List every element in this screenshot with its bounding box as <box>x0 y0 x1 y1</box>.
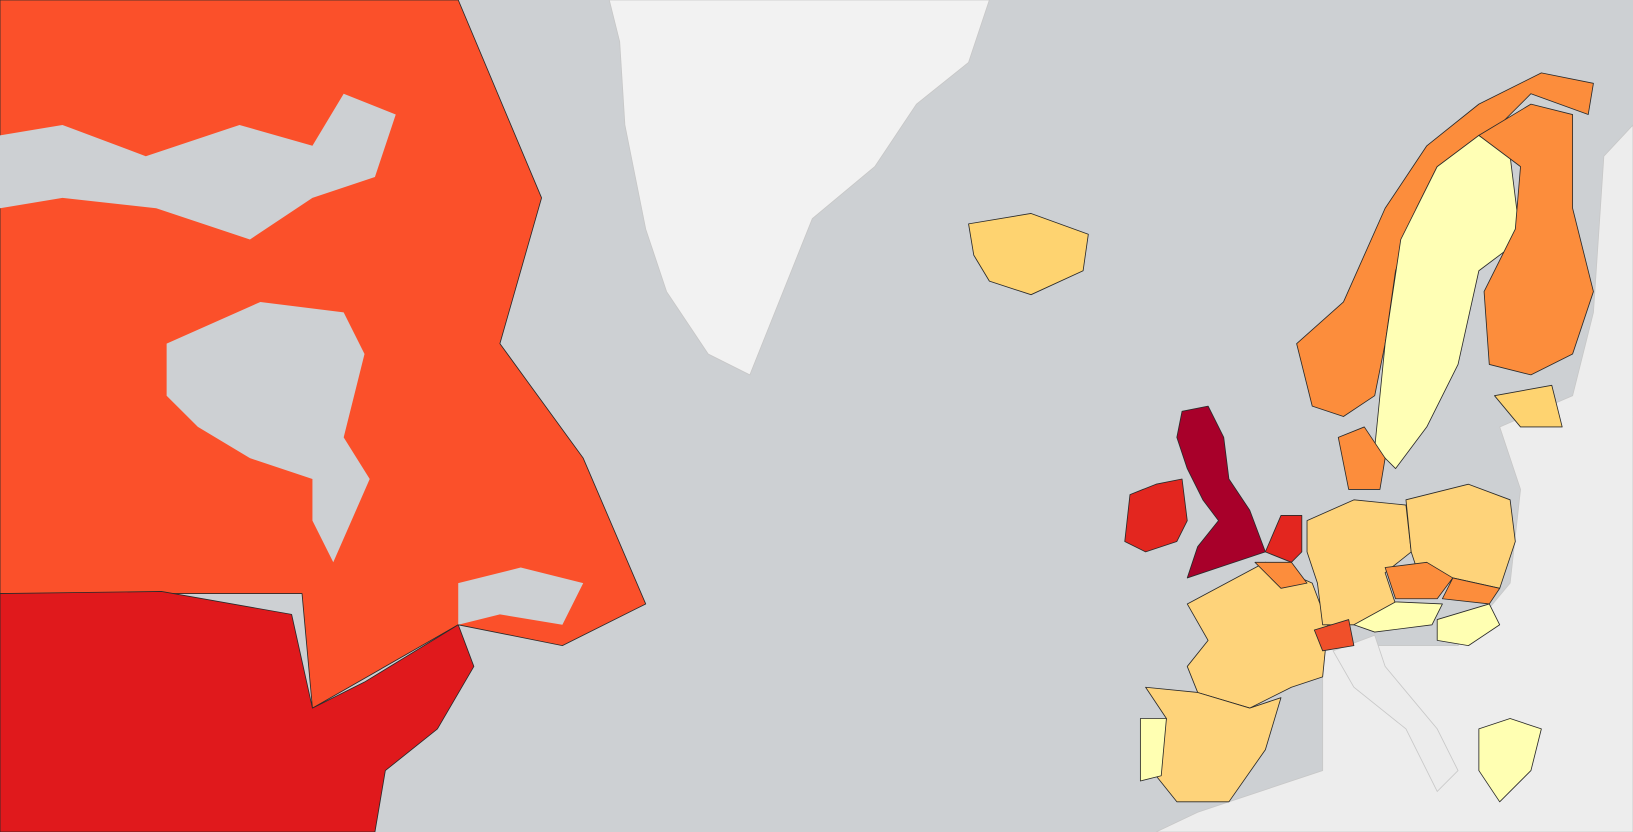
hungary <box>1436 603 1501 647</box>
eastern-europe <box>1155 124 1633 832</box>
finland <box>1478 103 1594 376</box>
greenland <box>608 0 990 376</box>
united-kingdom <box>1176 405 1266 579</box>
estonia <box>1494 384 1563 428</box>
belgium <box>1254 561 1308 589</box>
arctic-channel <box>0 93 396 240</box>
sweden <box>1374 134 1521 470</box>
hudson-bay <box>166 301 370 563</box>
czechia <box>1384 561 1454 600</box>
portugal <box>1139 718 1167 782</box>
austria <box>1353 601 1443 633</box>
italy <box>1332 634 1459 793</box>
iceland <box>968 213 1089 296</box>
ireland <box>1124 478 1188 553</box>
gulf-st-lawrence <box>458 567 584 625</box>
switzerland <box>1313 619 1355 652</box>
netherlands <box>1264 515 1303 563</box>
denmark <box>1337 426 1386 490</box>
greece <box>1478 718 1542 803</box>
usa <box>0 591 475 832</box>
